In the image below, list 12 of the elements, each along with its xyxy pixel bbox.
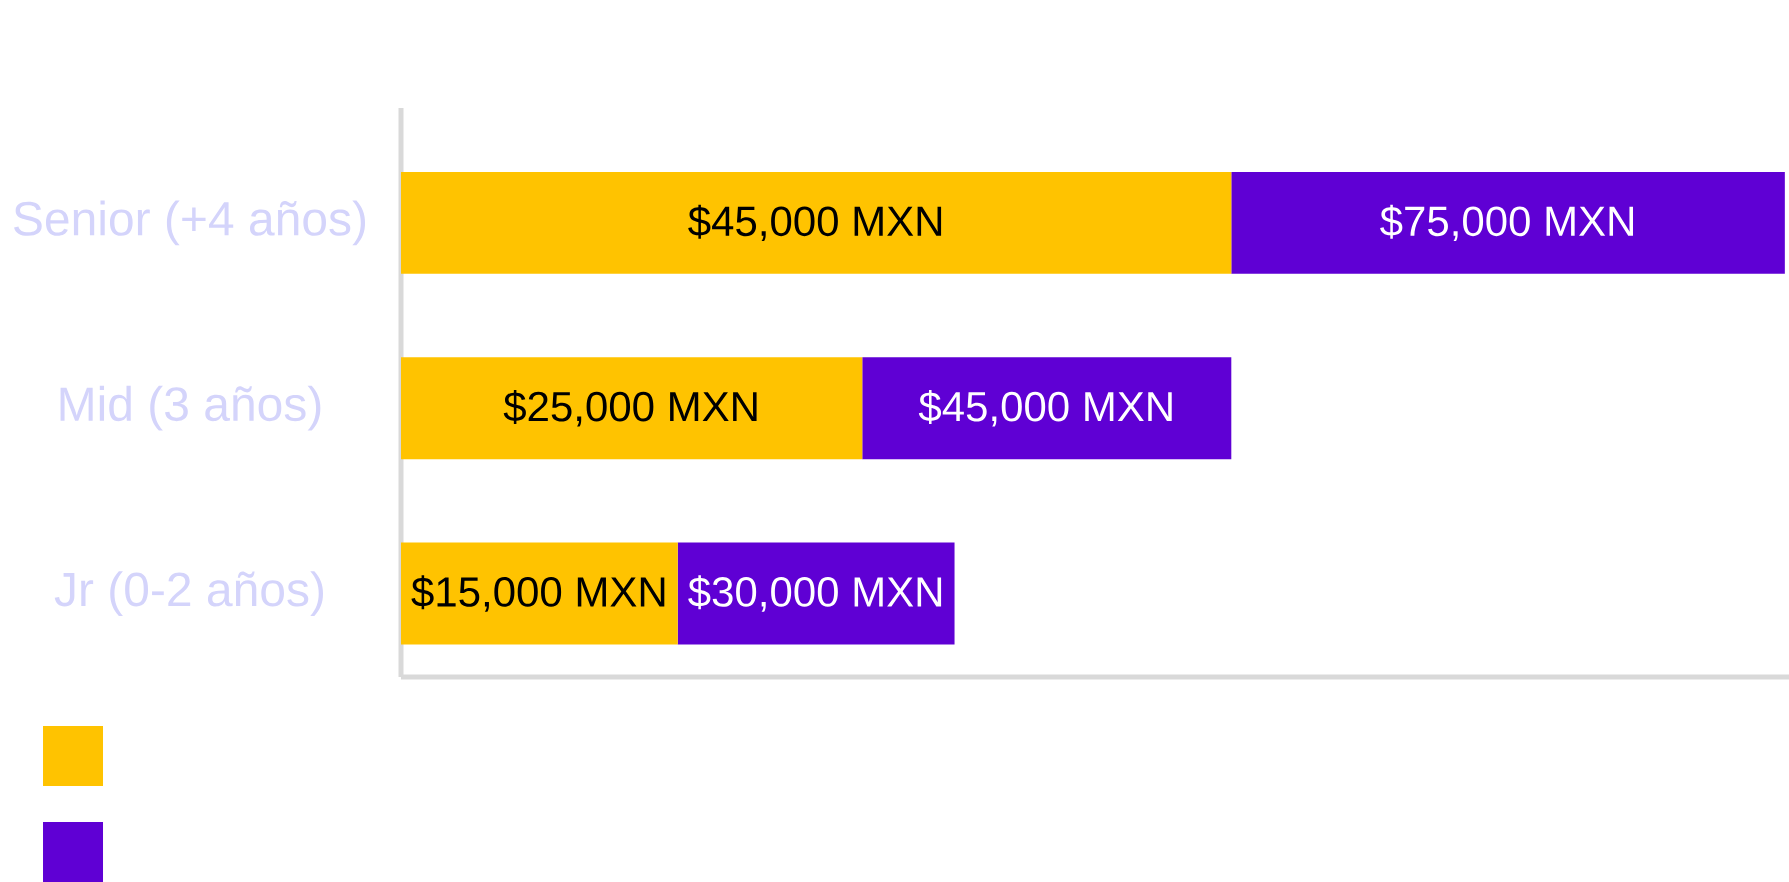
- bar: [401, 542, 678, 645]
- total-label: $75,000 MXN: [1380, 204, 1633, 242]
- total-label: $30,000 MXN: [688, 575, 942, 612]
- bar: [862, 357, 1232, 460]
- bar: [401, 171, 1232, 274]
- data-label: $25,000 MXN: [503, 390, 757, 427]
- total-label: $45,000 MXN: [918, 390, 1172, 427]
- bar: [401, 357, 863, 460]
- data-label: $45,000 MXN: [688, 204, 942, 242]
- bar: [1231, 171, 1785, 274]
- bar: [677, 542, 955, 645]
- data-label: $15,000 MXN: [411, 575, 665, 612]
